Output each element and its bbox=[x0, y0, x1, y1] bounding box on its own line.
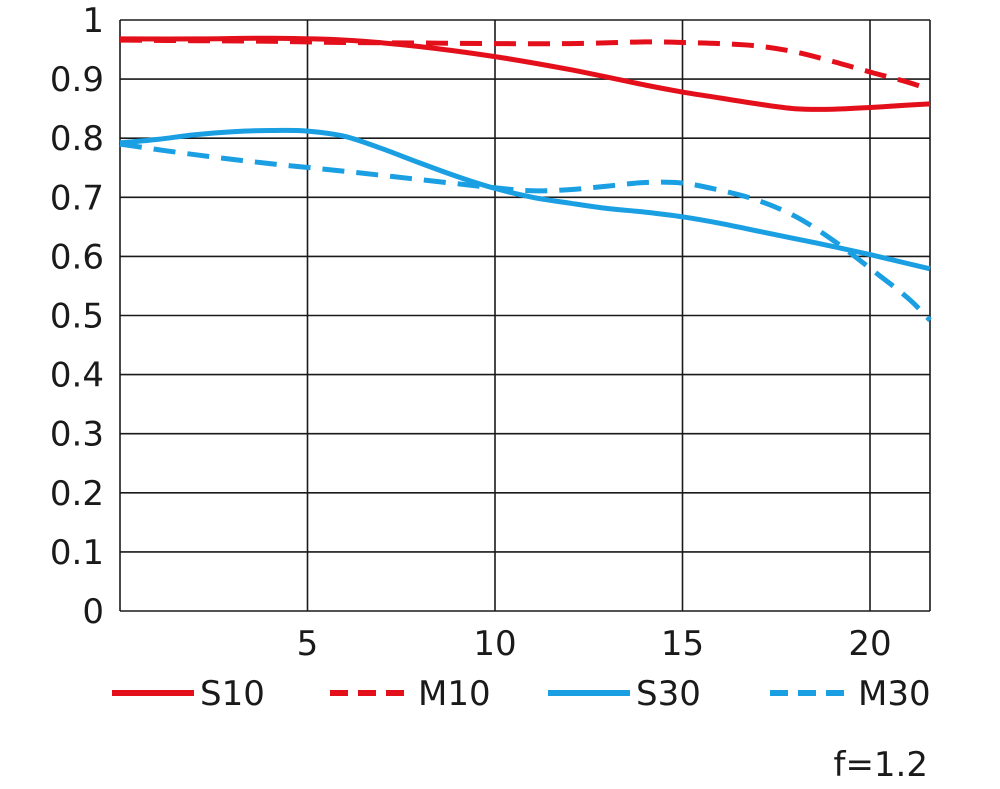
legend-label-s10: S10 bbox=[200, 674, 265, 714]
series-line-m30 bbox=[119, 141, 932, 322]
series-line-m10 bbox=[119, 37, 931, 93]
y-tick-label-3: 0.3 bbox=[50, 415, 104, 455]
series-line-s30 bbox=[119, 127, 931, 272]
y-axis-tick-labels: 0 0.1 0.2 0.3 0.4 0.5 0.6 0.7 0.8 0.9 1 bbox=[50, 1, 104, 632]
y-tick-label-8: 0.8 bbox=[50, 119, 104, 159]
x-tick-label-3: 20 bbox=[848, 624, 891, 664]
y-tick-label-6: 0.6 bbox=[50, 237, 104, 277]
grid-lines bbox=[119, 19, 931, 612]
legend-label-m30: M30 bbox=[858, 674, 931, 714]
y-tick-label-7: 0.7 bbox=[50, 178, 104, 218]
series-lines bbox=[119, 35, 932, 322]
y-tick-label-2: 0.2 bbox=[50, 474, 104, 514]
y-tick-label-10: 1 bbox=[82, 1, 104, 41]
x-tick-label-1: 10 bbox=[473, 624, 516, 664]
y-tick-label-0: 0 bbox=[82, 592, 104, 632]
series-line-s10 bbox=[119, 35, 931, 112]
y-tick-label-9: 0.9 bbox=[50, 60, 104, 100]
y-tick-label-1: 0.1 bbox=[50, 533, 104, 573]
x-tick-label-0: 5 bbox=[297, 624, 319, 664]
x-tick-label-2: 15 bbox=[661, 624, 704, 664]
x-axis-tick-labels: 5 10 15 20 bbox=[297, 624, 892, 664]
y-tick-label-4: 0.4 bbox=[50, 356, 104, 396]
y-tick-label-5: 0.5 bbox=[50, 297, 104, 337]
legend-label-s30: S30 bbox=[636, 674, 701, 714]
aperture-note: f=1.2 bbox=[833, 745, 928, 785]
legend-label-m10: M10 bbox=[418, 674, 491, 714]
legend: S10 M10 S30 M30 bbox=[112, 674, 931, 714]
